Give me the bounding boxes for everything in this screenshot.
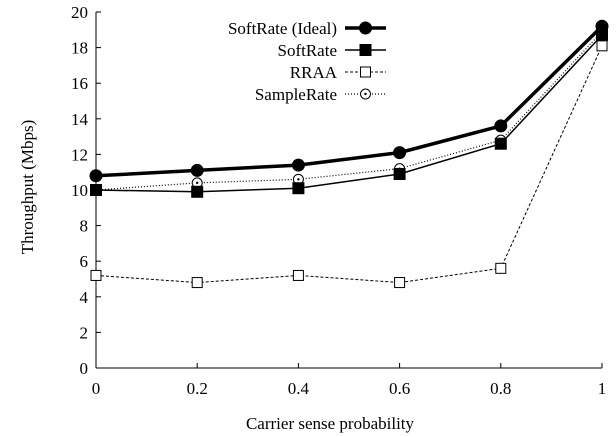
data-point-center — [297, 178, 300, 181]
x-tick-label: 1 — [598, 379, 607, 398]
data-point — [596, 40, 608, 52]
data-point — [393, 146, 407, 160]
data-point — [90, 184, 102, 196]
legend-swatch-marker — [360, 66, 371, 78]
y-tick-label: 12 — [71, 145, 88, 164]
x-tick-label: 0.2 — [187, 379, 208, 398]
legend-swatch-marker — [359, 21, 372, 35]
axes: 0 2 4 6 8 10 12 14 16 18 20 0 0.2 0.4 0.6 0.8 1 — [71, 3, 606, 398]
data-point — [393, 167, 406, 180]
x-tick-label: 0 — [92, 379, 101, 398]
y-tick-label: 0 — [80, 359, 89, 378]
legend-entry: SoftRate (Ideal) — [228, 19, 386, 38]
series-line — [95, 45, 603, 284]
data-point-center — [196, 181, 199, 185]
legend-label: SampleRate — [255, 85, 337, 104]
data-point — [292, 269, 304, 281]
legend-entry: SoftRate — [278, 41, 386, 60]
data-point — [595, 19, 609, 33]
y-tick-label: 10 — [71, 181, 88, 200]
y-tick-label: 6 — [80, 252, 89, 271]
data-point — [89, 169, 103, 183]
y-tick-label: 20 — [71, 3, 88, 22]
data-point — [291, 158, 305, 172]
data-point — [292, 182, 305, 195]
x-tick-label: 0.8 — [490, 379, 511, 398]
x-tick-label: 0.4 — [288, 379, 310, 398]
y-tick-label: 4 — [80, 288, 89, 307]
legend: SoftRate (Ideal) SoftRate RRAA SampleRate — [228, 19, 386, 104]
series-layer — [89, 19, 609, 289]
legend-label: RRAA — [290, 63, 338, 82]
data-point — [191, 277, 203, 289]
y-tick-label: 16 — [71, 74, 88, 93]
legend-swatch-marker — [359, 44, 372, 56]
series-line — [95, 24, 604, 178]
x-tick-label: 0.6 — [389, 379, 410, 398]
legend-swatch-marker-center — [364, 92, 367, 96]
series-2 — [90, 40, 608, 289]
y-tick-label: 18 — [71, 39, 88, 58]
y-axis-title: Throughput (Mbps) — [18, 120, 37, 255]
series-line — [95, 31, 603, 191]
data-point — [495, 262, 507, 274]
data-point — [494, 137, 507, 150]
legend-label: SoftRate — [278, 41, 338, 60]
series-line — [95, 34, 603, 193]
data-point — [394, 277, 406, 289]
data-point — [190, 163, 204, 177]
y-tick-label: 14 — [71, 110, 89, 129]
data-point — [90, 269, 102, 281]
series-0 — [89, 19, 609, 183]
y-tick-label: 2 — [80, 323, 89, 342]
x-axis-title: Carrier sense probability — [246, 414, 415, 433]
series-3 — [90, 26, 608, 196]
legend-entry: RRAA — [290, 63, 386, 82]
legend-label: SoftRate (Ideal) — [228, 19, 337, 38]
data-point — [494, 119, 508, 133]
y-tick-label: 8 — [80, 217, 89, 236]
legend-entry: SampleRate — [255, 85, 386, 104]
series-1 — [90, 29, 608, 198]
data-point — [191, 185, 204, 198]
